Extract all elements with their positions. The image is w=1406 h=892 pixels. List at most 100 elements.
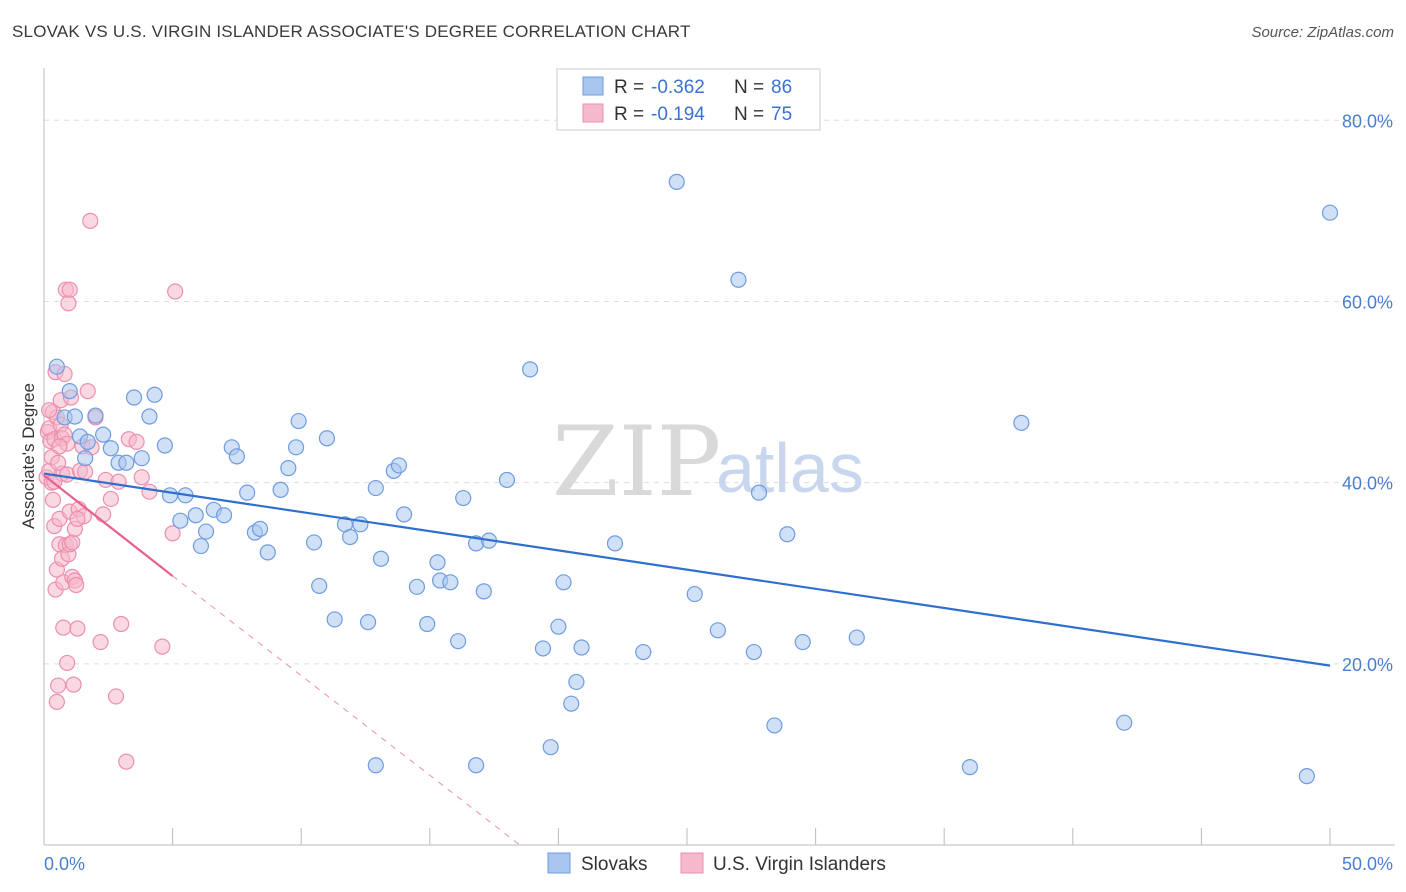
data-point-slovaks bbox=[442, 574, 459, 591]
data-point-slovaks bbox=[730, 271, 747, 288]
data-point-virgin-islanders bbox=[167, 283, 184, 300]
data-point-slovaks bbox=[102, 440, 119, 457]
legend-r-label-2: R = bbox=[614, 104, 644, 125]
data-point-slovaks bbox=[280, 460, 297, 477]
data-point-slovaks bbox=[228, 448, 245, 465]
data-point-virgin-islanders bbox=[113, 615, 130, 633]
data-point-virgin-islanders bbox=[118, 753, 135, 770]
series-blue-points bbox=[48, 173, 1339, 785]
data-point-slovaks bbox=[686, 585, 703, 603]
data-point-slovaks bbox=[251, 520, 269, 537]
data-point-slovaks bbox=[125, 389, 143, 406]
stats-legend: R = -0.362 N = 86 R = -0.194 N = 75 bbox=[556, 68, 821, 131]
legend-n-value-2: 75 bbox=[771, 104, 792, 125]
data-point-slovaks bbox=[215, 507, 233, 524]
data-point-virgin-islanders bbox=[48, 693, 65, 710]
y-axis-label: Associate's Degree bbox=[19, 383, 38, 529]
data-point-virgin-islanders bbox=[61, 281, 78, 298]
data-point-virgin-islanders bbox=[154, 638, 171, 655]
data-point-slovaks bbox=[475, 583, 492, 600]
data-point-slovaks bbox=[156, 437, 173, 454]
legend-n-label-1: N = bbox=[734, 77, 764, 98]
data-point-slovaks bbox=[848, 629, 865, 646]
data-point-slovaks bbox=[172, 512, 189, 529]
data-point-slovaks bbox=[161, 487, 179, 504]
data-point-virgin-islanders bbox=[102, 490, 119, 508]
data-point-slovaks bbox=[367, 479, 384, 497]
data-point-slovaks bbox=[395, 506, 413, 523]
data-point-slovaks bbox=[455, 489, 472, 507]
data-point-slovaks bbox=[197, 523, 215, 540]
data-point-slovaks bbox=[408, 578, 426, 595]
data-point-slovaks bbox=[192, 537, 209, 555]
series-legend: Slovaks U.S. Virgin Islanders bbox=[547, 852, 886, 875]
data-point-slovaks bbox=[326, 611, 343, 628]
data-point-slovaks bbox=[341, 528, 359, 546]
data-point-slovaks bbox=[568, 673, 585, 691]
data-point-slovaks bbox=[794, 633, 811, 651]
data-point-slovaks bbox=[259, 544, 276, 561]
trend-line-slovaks bbox=[43, 472, 1331, 667]
data-point-slovaks bbox=[449, 633, 467, 650]
data-point-slovaks bbox=[146, 386, 163, 403]
series-legend-virgin-islanders: U.S. Virgin Islanders bbox=[713, 854, 886, 875]
data-point-virgin-islanders bbox=[64, 534, 81, 551]
data-point-virgin-islanders bbox=[92, 633, 109, 651]
data-point-slovaks bbox=[79, 433, 96, 450]
legend-swatch-blue bbox=[582, 76, 604, 96]
data-point-slovaks bbox=[187, 507, 204, 524]
data-point-slovaks bbox=[750, 484, 768, 501]
data-point-slovaks bbox=[390, 457, 408, 474]
data-point-slovaks bbox=[1013, 414, 1030, 431]
source-label: Source: ZipAtlas.com bbox=[1251, 24, 1394, 41]
data-point-virgin-islanders bbox=[95, 506, 112, 523]
trend-lines bbox=[43, 472, 1331, 846]
data-point-slovaks bbox=[467, 757, 485, 774]
watermark: ZIP atlas bbox=[552, 406, 864, 518]
data-point-slovaks bbox=[635, 643, 652, 661]
data-point-slovaks bbox=[606, 535, 624, 552]
data-point-virgin-islanders bbox=[51, 438, 68, 455]
data-point-virgin-islanders bbox=[164, 525, 181, 542]
series-legend-swatch-pink bbox=[680, 852, 704, 874]
data-point-virgin-islanders bbox=[77, 463, 94, 480]
data-point-slovaks bbox=[498, 471, 516, 489]
data-point-slovaks bbox=[961, 758, 979, 776]
x-tick-label-min: 0.0% bbox=[44, 854, 85, 874]
data-point-slovaks bbox=[550, 618, 567, 635]
data-point-virgin-islanders bbox=[50, 454, 67, 471]
data-point-slovaks bbox=[522, 361, 539, 378]
y-tick-label: 40.0% bbox=[1342, 474, 1393, 494]
data-point-virgin-islanders bbox=[69, 510, 86, 527]
data-point-virgin-islanders bbox=[128, 433, 145, 450]
data-point-slovaks bbox=[534, 640, 552, 657]
data-point-slovaks bbox=[1298, 768, 1315, 785]
data-point-slovaks bbox=[573, 639, 590, 656]
data-point-virgin-islanders bbox=[59, 654, 76, 672]
data-point-slovaks bbox=[1321, 204, 1339, 221]
grid bbox=[44, 119, 1395, 665]
data-point-slovaks bbox=[48, 358, 65, 375]
data-point-slovaks bbox=[372, 550, 390, 567]
data-point-slovaks bbox=[318, 430, 336, 447]
data-point-slovaks bbox=[367, 757, 384, 774]
watermark-zip: ZIP bbox=[552, 406, 721, 518]
data-point-slovaks bbox=[272, 481, 289, 498]
data-point-virgin-islanders bbox=[107, 688, 125, 705]
chart-title: SLOVAK VS U.S. VIRGIN ISLANDER ASSOCIATE… bbox=[12, 22, 691, 41]
data-point-slovaks bbox=[66, 408, 83, 425]
data-point-virgin-islanders bbox=[79, 383, 96, 400]
legend-swatch-pink bbox=[582, 103, 604, 123]
legend-n-value-1: 86 bbox=[771, 77, 792, 98]
series-legend-slovaks: Slovaks bbox=[581, 854, 648, 875]
data-point-slovaks bbox=[311, 577, 328, 595]
data-point-slovaks bbox=[305, 534, 323, 551]
data-point-slovaks bbox=[668, 173, 685, 190]
data-point-slovaks bbox=[61, 383, 78, 400]
data-point-slovaks bbox=[745, 643, 762, 661]
x-tick-label-max: 50.0% bbox=[1342, 854, 1393, 874]
data-point-virgin-islanders bbox=[50, 677, 67, 694]
data-point-virgin-islanders bbox=[55, 619, 72, 636]
data-point-slovaks bbox=[77, 450, 94, 467]
